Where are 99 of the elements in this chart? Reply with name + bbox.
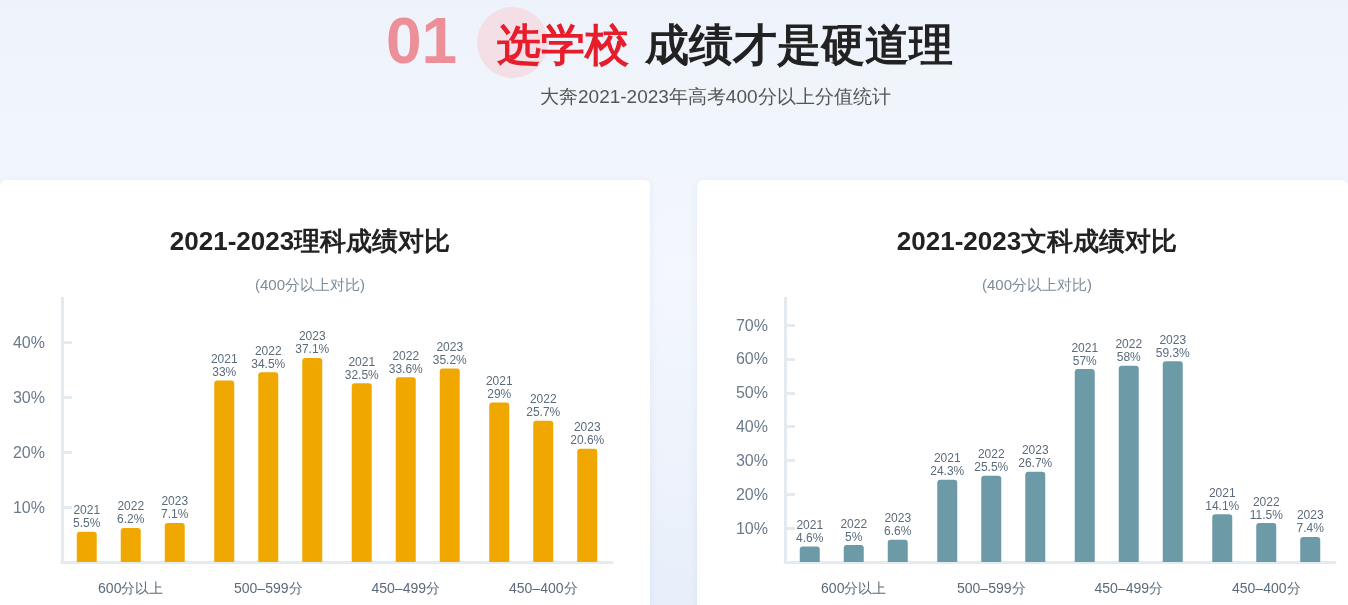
bar [258, 372, 279, 562]
text: 2023 [573, 420, 601, 435]
y-tick-label: 70% [735, 316, 768, 334]
bar [395, 377, 416, 562]
data-label: 14.1% [1205, 498, 1240, 513]
chart-title: 2021-2023理科成绩对比 [169, 226, 451, 256]
x-tick-label: 450–400分 [508, 580, 578, 596]
bar [937, 479, 958, 562]
text: 2023 [298, 329, 326, 344]
text: 2021 [210, 352, 238, 366]
data-label: 58% [1116, 350, 1142, 365]
data-label: 57% [1072, 353, 1098, 368]
series-label: 2021 [485, 374, 513, 388]
series-label: 2022 [840, 516, 868, 531]
data-label: 32.5% [344, 367, 380, 382]
data-label: 4.6% [796, 530, 824, 545]
bar [887, 539, 908, 562]
text: 2023 [1159, 332, 1187, 347]
bar [164, 522, 185, 562]
text: 2021 [933, 451, 961, 466]
text: 01 [386, 4, 458, 78]
text: 2022 [254, 343, 282, 358]
bar [1162, 361, 1183, 562]
data-label: 33.6% [388, 361, 424, 376]
chart-subtitle: (400分以上对比) [981, 276, 1093, 293]
y-tick-label: 20% [735, 485, 768, 503]
chart-title: 2021-2023文科成绩对比 [896, 226, 1178, 256]
text: 2021 [1208, 485, 1236, 500]
bar [577, 448, 598, 562]
series-label: 2022 [117, 499, 145, 514]
bar [302, 357, 323, 562]
data-label: 6.6% [884, 524, 912, 539]
bar [843, 545, 864, 562]
data-label: 25.7% [526, 405, 561, 420]
y-tick-label: 30% [12, 388, 45, 406]
bar [351, 383, 372, 562]
data-label: 5.5% [73, 516, 101, 531]
x-tick-label: 600分以上 [98, 580, 164, 596]
x-tick-label: 500–599分 [233, 580, 303, 596]
text: 大奔2021-2023年高考400分以上分值统计 [540, 85, 891, 109]
data-label: 59.3% [1155, 345, 1191, 360]
bar [1300, 536, 1321, 562]
text: 成绩才是硬道理 [645, 19, 953, 71]
y-tick-label: 10% [735, 519, 768, 537]
data-label: 5% [845, 529, 863, 544]
bar [1118, 365, 1139, 562]
text: 2022 [529, 392, 557, 407]
text: 2022 [392, 348, 420, 363]
chart-subtitle: (400分以上对比) [254, 276, 366, 293]
data-label: 6.2% [117, 512, 145, 527]
x-tick-label: 450–400分 [1231, 580, 1301, 596]
data-label: 11.5% [1249, 507, 1284, 522]
data-label: 33% [212, 365, 237, 379]
y-tick-label: 40% [12, 333, 45, 351]
bar [1025, 471, 1046, 562]
bar [76, 531, 97, 562]
text: 2023 [1296, 508, 1324, 523]
text: 2021 [1071, 340, 1099, 355]
text: 2022 [1115, 337, 1143, 352]
bar [799, 546, 820, 562]
series-label: 2023 [1021, 443, 1049, 458]
text: 2022 [977, 447, 1005, 462]
x-tick-label: 450–499分 [371, 580, 441, 596]
data-label: 26.7% [1018, 456, 1053, 471]
text: 2023 [436, 339, 464, 354]
text: 选学校 [497, 19, 629, 71]
y-tick-label: 40% [735, 418, 768, 436]
data-label: 25.5% [974, 460, 1009, 475]
data-label: 20.6% [570, 433, 605, 448]
text: 2023 [884, 511, 912, 526]
y-tick-label: 20% [12, 443, 45, 461]
bar [1256, 523, 1277, 562]
y-tick-label: 10% [12, 498, 45, 516]
data-label: 29% [487, 387, 512, 401]
text: 2022 [1252, 494, 1280, 509]
bar [981, 475, 1002, 562]
bar [533, 420, 554, 562]
series-label: 2023 [161, 494, 189, 509]
x-tick-label: 500–599分 [956, 580, 1026, 596]
y-tick-label: 30% [735, 451, 768, 469]
series-label: 2021 [796, 517, 824, 532]
data-label: 7.4% [1296, 521, 1325, 536]
text: 2021 [73, 503, 101, 518]
bar [1212, 514, 1233, 562]
bar [214, 380, 235, 562]
x-tick-label: 450–499分 [1094, 580, 1164, 596]
bar [1074, 369, 1095, 562]
x-tick-label: 600分以上 [821, 580, 887, 596]
data-label: 37.1% [295, 342, 330, 357]
text: 2021 [348, 354, 376, 369]
bar [439, 368, 460, 562]
data-label: 34.5% [251, 356, 286, 371]
y-tick-label: 60% [735, 350, 768, 368]
bar [489, 402, 510, 562]
data-label: 7.1% [161, 507, 189, 522]
y-tick-label: 50% [735, 384, 768, 402]
bar [120, 527, 141, 562]
data-label: 24.3% [930, 464, 965, 479]
data-label: 35.2% [432, 352, 468, 367]
